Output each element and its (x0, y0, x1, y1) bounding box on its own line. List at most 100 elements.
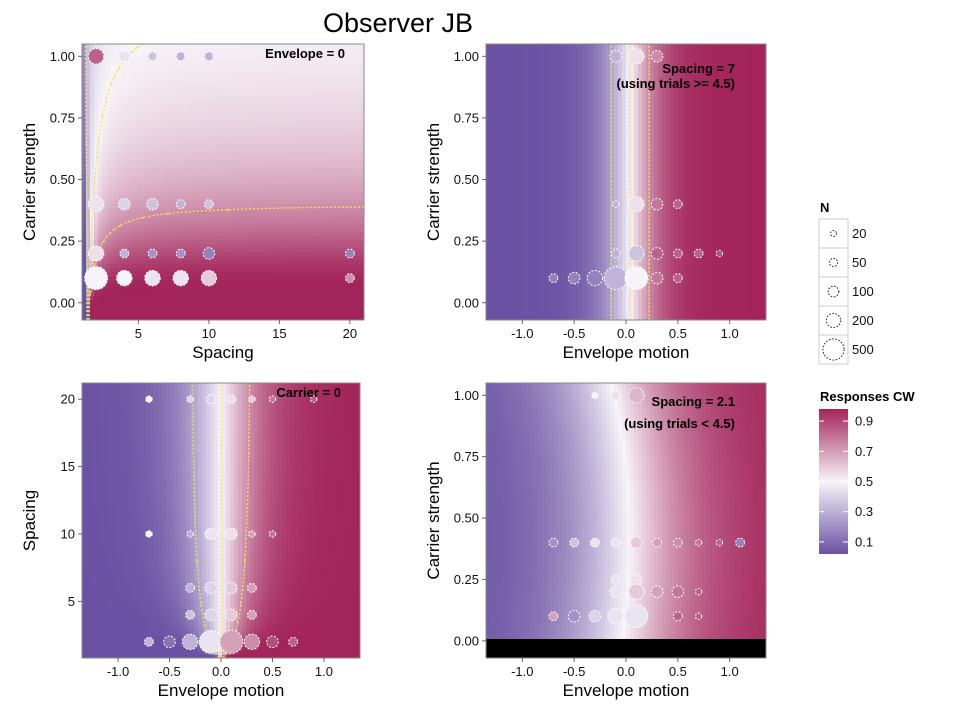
color-legend-title: Responses CW (820, 389, 915, 404)
y-tick-label: 1.00 (50, 49, 75, 64)
data-point (592, 392, 599, 399)
data-point (227, 395, 236, 404)
y-tick-label: 0.50 (50, 172, 75, 187)
data-point (345, 249, 354, 258)
data-point (88, 49, 103, 64)
x-tick-label: 0.0 (617, 326, 635, 341)
data-point (631, 574, 643, 586)
x-axis-label: Spacing (192, 343, 253, 362)
data-point (247, 583, 256, 592)
data-point (695, 588, 702, 595)
size-legend-label: 50 (852, 255, 866, 270)
size-legend-symbol (826, 313, 840, 327)
x-tick-label: 0.0 (212, 664, 230, 679)
data-point (176, 52, 185, 61)
color-legend: Responses CW 0.9 0.7 0.5 0.3 0.1 (819, 389, 915, 554)
data-point (549, 274, 558, 283)
x-tick-label: 20 (343, 326, 357, 341)
data-point (117, 270, 132, 285)
data-point (186, 583, 195, 592)
data-point (164, 636, 176, 648)
y-tick-label: 0.00 (454, 633, 479, 648)
y-tick-label: 0.00 (50, 295, 75, 310)
data-point (225, 528, 237, 540)
x-tick-label: 0.5 (263, 664, 281, 679)
data-point (176, 200, 185, 209)
data-point (673, 200, 682, 209)
data-point (695, 539, 702, 546)
x-axis-label: Envelope motion (563, 343, 690, 362)
data-point (695, 613, 702, 620)
color-legend-label: 0.9 (855, 414, 873, 429)
data-point (629, 49, 644, 64)
x-tick-label: -0.5 (563, 326, 585, 341)
data-point (611, 249, 620, 258)
x-tick-label: -0.5 (563, 664, 585, 679)
data-point (694, 249, 703, 258)
data-point (673, 612, 682, 621)
data-point (625, 605, 648, 628)
data-point (119, 51, 131, 63)
data-point (570, 538, 579, 547)
data-point (249, 531, 256, 538)
y-tick-label: 0.75 (50, 110, 75, 125)
y-tick-label: 5 (68, 594, 75, 609)
data-point (88, 246, 103, 261)
data-point (631, 537, 643, 549)
data-point (568, 272, 580, 284)
data-point (611, 391, 620, 400)
data-point (651, 272, 663, 284)
data-point (145, 270, 160, 285)
data-point (549, 538, 558, 547)
data-point (587, 270, 602, 285)
data-point (269, 396, 276, 403)
data-point (119, 198, 131, 210)
x-tick-label: 15 (272, 326, 286, 341)
data-point (85, 267, 108, 290)
data-point (187, 396, 194, 403)
data-point (147, 198, 159, 210)
size-legend-label: 200 (852, 313, 874, 328)
y-tick-label: 0.25 (454, 572, 479, 587)
data-point (651, 51, 663, 63)
y-tick-label: 20 (61, 392, 75, 407)
x-tick-label: 1.0 (315, 664, 333, 679)
y-tick-label: 0.75 (454, 110, 479, 125)
y-axis-label: Spacing (20, 490, 39, 551)
y-tick-label: 15 (61, 459, 75, 474)
data-point (610, 586, 622, 598)
panel-label: Spacing = 2.1 (652, 394, 735, 409)
data-point (590, 538, 599, 547)
data-point (148, 249, 157, 258)
data-point (173, 270, 188, 285)
data-point (182, 634, 197, 649)
data-point (629, 388, 644, 403)
y-tick-label: 0.50 (454, 172, 479, 187)
data-point (225, 609, 237, 621)
data-point (568, 610, 580, 622)
data-point (608, 609, 623, 624)
color-legend-label: 0.3 (855, 504, 873, 519)
panel-annotation: (using trials < 4.5) (624, 416, 735, 431)
data-point (651, 248, 663, 260)
data-point (204, 52, 213, 61)
figure-title: Observer JB (323, 8, 473, 38)
y-tick-label: 0.00 (454, 295, 479, 310)
color-legend-label: 0.1 (855, 534, 873, 549)
panel-label: Spacing = 7 (662, 61, 735, 76)
color-legend-label: 0.5 (855, 474, 873, 489)
data-point (612, 201, 619, 208)
data-point (625, 267, 648, 290)
data-point (651, 198, 663, 210)
data-point (205, 609, 217, 621)
data-point (672, 586, 684, 598)
x-axis-label: Envelope motion (158, 681, 285, 700)
data-point (247, 610, 256, 619)
size-legend-label: 20 (852, 226, 866, 241)
color-legend-label: 0.7 (855, 444, 873, 459)
y-axis-label: Carrier strength (424, 461, 443, 579)
data-point (611, 538, 620, 547)
